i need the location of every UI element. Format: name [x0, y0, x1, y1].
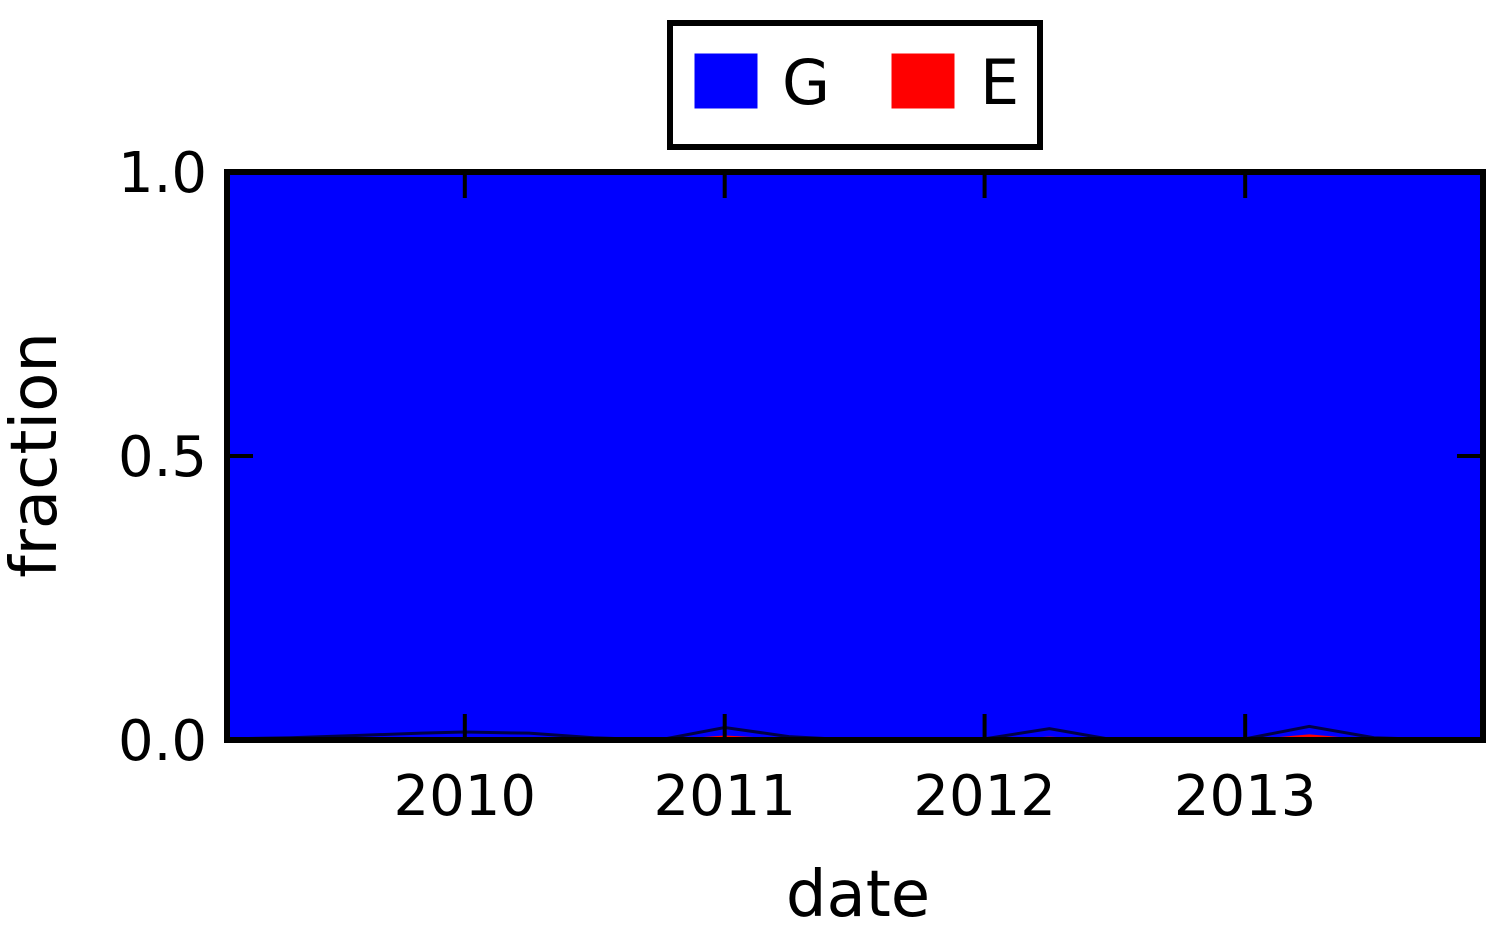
x-tick-label-2012: 2012 [913, 764, 1056, 829]
x-tick-label-2011: 2011 [653, 764, 796, 829]
y-tick-label-1.0: 1.0 [118, 141, 207, 206]
y-tick-label-0.0: 0.0 [118, 709, 207, 774]
y-tick-label-0.5: 0.5 [118, 425, 207, 490]
legend-swatch-e [891, 53, 955, 109]
legend: G E [667, 20, 1043, 150]
area-g [227, 172, 1483, 740]
legend-label-g: G [782, 46, 830, 119]
legend-swatch-g [694, 53, 758, 109]
legend-label-e: E [980, 46, 1019, 119]
x-tick-label-2010: 2010 [394, 764, 537, 829]
plot-frame [224, 169, 1486, 743]
x-tick-label-2013: 2013 [1174, 764, 1317, 829]
x-axis-label: date [786, 858, 930, 932]
area-layer [226, 172, 1483, 742]
y-axis-label: fraction [0, 332, 72, 578]
tick-label-layer: 2010 2011 2012 2013 0.0 0.5 1.0 [118, 141, 1317, 829]
